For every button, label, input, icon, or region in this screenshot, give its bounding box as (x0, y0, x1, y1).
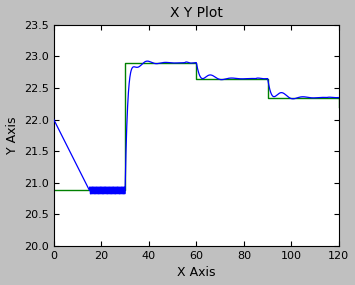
Y-axis label: Y Axis: Y Axis (6, 117, 18, 154)
Title: X Y Plot: X Y Plot (170, 5, 223, 20)
X-axis label: X Axis: X Axis (177, 266, 215, 280)
